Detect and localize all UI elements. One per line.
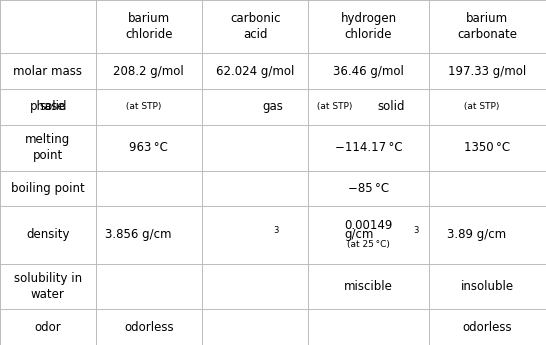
Text: (at STP): (at STP) <box>461 102 500 111</box>
Text: 3.856 g/cm: 3.856 g/cm <box>105 228 172 242</box>
Text: 197.33 g/mol: 197.33 g/mol <box>448 65 526 78</box>
Text: solubility in
water: solubility in water <box>14 272 82 301</box>
Text: melting
point: melting point <box>25 133 70 162</box>
Text: boiling point: boiling point <box>11 182 85 195</box>
Text: molar mass: molar mass <box>13 65 82 78</box>
Text: 1350 °C: 1350 °C <box>464 141 511 154</box>
Text: 3: 3 <box>413 226 418 235</box>
Text: 963 °C: 963 °C <box>129 141 168 154</box>
Text: solid: solid <box>378 100 405 114</box>
Text: 3.89 g/cm: 3.89 g/cm <box>448 228 507 242</box>
Text: g/cm: g/cm <box>345 228 374 242</box>
Text: carbonic
acid: carbonic acid <box>230 12 281 41</box>
Text: (at 25 °C): (at 25 °C) <box>347 240 390 249</box>
Text: gas: gas <box>262 100 283 114</box>
Text: odorless: odorless <box>462 321 512 334</box>
Text: −114.17 °C: −114.17 °C <box>335 141 402 154</box>
Text: 0.00149: 0.00149 <box>345 219 393 232</box>
Text: 3: 3 <box>273 226 278 235</box>
Text: −85 °C: −85 °C <box>348 182 389 195</box>
Text: density: density <box>26 228 69 242</box>
Text: barium
carbonate: barium carbonate <box>458 12 517 41</box>
Text: 208.2 g/mol: 208.2 g/mol <box>114 65 184 78</box>
Text: solid: solid <box>39 100 67 114</box>
Text: barium
chloride: barium chloride <box>125 12 173 41</box>
Text: 36.46 g/mol: 36.46 g/mol <box>333 65 404 78</box>
Text: (at STP): (at STP) <box>314 102 353 111</box>
Text: phase: phase <box>30 100 66 114</box>
Text: odor: odor <box>34 321 61 334</box>
Text: hydrogen
chloride: hydrogen chloride <box>341 12 396 41</box>
Text: odorless: odorless <box>124 321 174 334</box>
Text: (at STP): (at STP) <box>122 102 161 111</box>
Text: insoluble: insoluble <box>461 280 514 293</box>
Text: 62.024 g/mol: 62.024 g/mol <box>216 65 294 78</box>
Text: miscible: miscible <box>344 280 393 293</box>
